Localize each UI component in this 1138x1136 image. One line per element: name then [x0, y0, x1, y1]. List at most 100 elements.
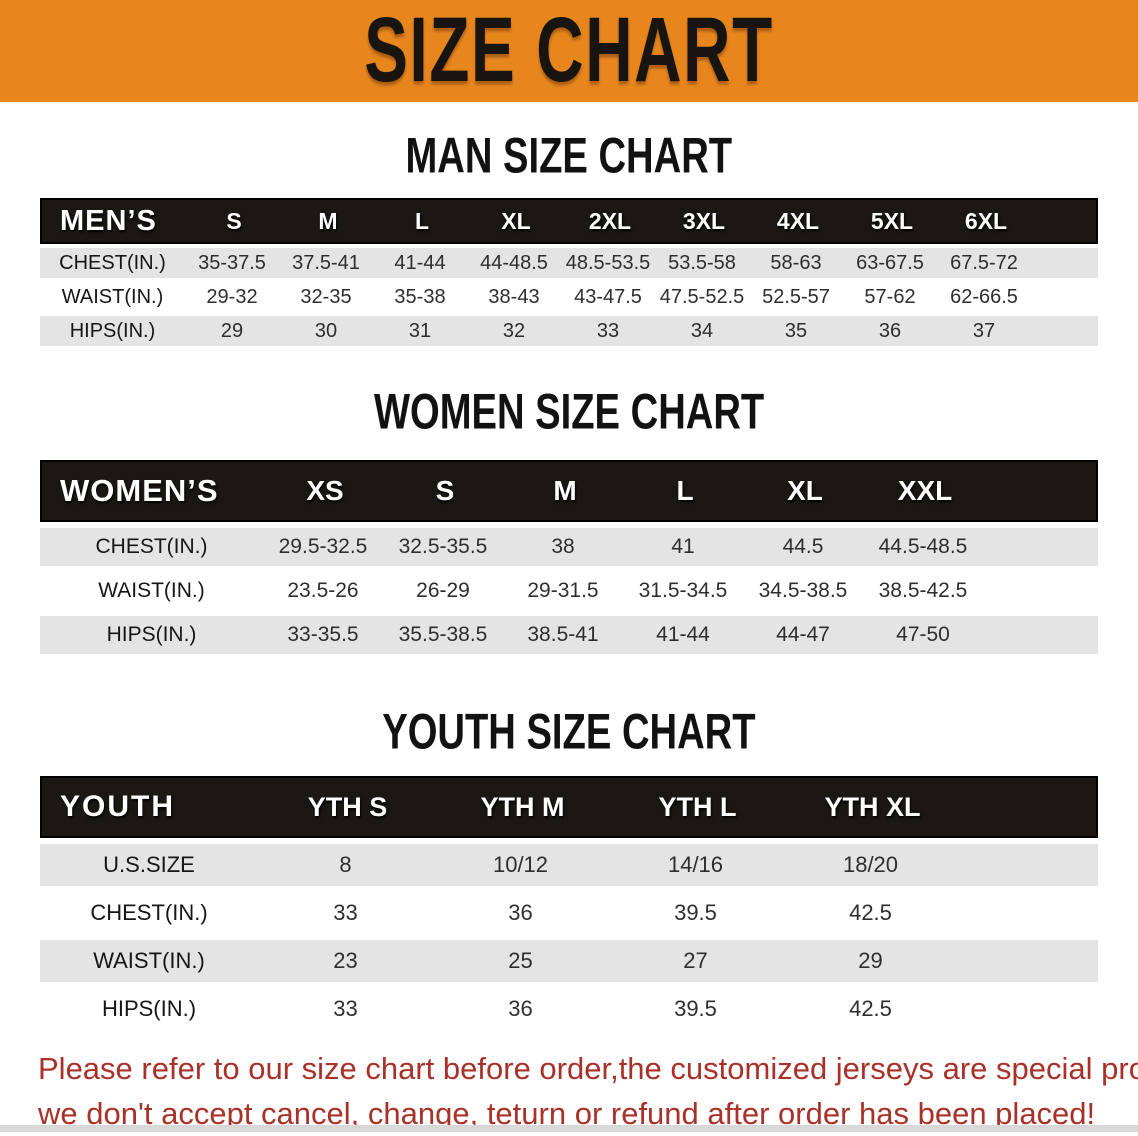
- row-label: CHEST(IN.): [59, 251, 166, 274]
- man-table-header-label: MEN’S: [60, 204, 157, 237]
- women-section-title-text: WOMEN SIZE CHART: [373, 382, 765, 440]
- youth-section-title: YOUTH SIZE CHART: [0, 702, 1138, 760]
- size-chart-banner: SIZE CHART: [0, 0, 1138, 102]
- bottom-divider: [0, 1125, 1138, 1132]
- size-value-cell: 25: [508, 948, 533, 973]
- size-value-cell: 63-67.5: [856, 251, 924, 274]
- size-value-cell: 32-35: [300, 285, 352, 308]
- women-table-row: WAIST(IN.) 23.5-26 26-29 29-31.5 31.5-34.5 34…: [40, 572, 1098, 610]
- size-value-cell: 33: [333, 900, 358, 925]
- size-value-cell: 30: [314, 319, 338, 342]
- size-column-header: YTH XL: [824, 791, 921, 822]
- size-value-cell: 29: [220, 319, 244, 342]
- size-value-cell: 42.5: [849, 900, 892, 925]
- youth-table-header-row: YOUTH YTH S YTH M YTH L YTH XL: [40, 776, 1098, 838]
- size-value-cell: 31: [408, 319, 432, 342]
- youth-size-table: YOUTH YTH S YTH M YTH L YTH XL U.S.SIZE 8 10/12…: [40, 776, 1098, 1030]
- size-value-cell: 36: [508, 996, 533, 1021]
- row-label: U.S.SIZE: [103, 852, 195, 877]
- size-value-cell: 29-31.5: [527, 579, 599, 602]
- size-value-cell: 35.5-38.5: [398, 623, 488, 646]
- size-column-header: YTH L: [658, 791, 737, 822]
- size-value-cell: 10/12: [492, 852, 549, 877]
- man-size-section: MAN SIZE CHART MEN’S S M L XL 2XL 3XL 4XL 5XL 6XL…: [0, 126, 1138, 346]
- man-section-title-text: MAN SIZE CHART: [405, 126, 733, 184]
- size-value-cell: 29.5-32.5: [278, 535, 368, 558]
- size-value-cell: 26-29: [416, 579, 470, 602]
- man-size-table: MEN’S S M L XL 2XL 3XL 4XL 5XL 6XL CHEST(IN.) 35-37…: [40, 198, 1098, 346]
- size-value-cell: 47-50: [896, 623, 950, 646]
- size-value-cell: 18/20: [842, 852, 899, 877]
- youth-size-section: YOUTH SIZE CHART YOUTH YTH S YTH M YTH L YTH…: [0, 702, 1138, 1030]
- women-table-header-row: WOMEN’S XS S M L XL XXL: [40, 460, 1098, 522]
- size-value-cell: 33: [596, 319, 620, 342]
- size-value-cell: 52.5-57: [762, 285, 830, 308]
- size-column-header: S: [226, 207, 242, 234]
- man-table-row: WAIST(IN.) 29-32 32-35 35-38 38-43 43-47.5 47.…: [40, 282, 1098, 312]
- row-label: HIPS(IN.): [69, 319, 156, 342]
- size-column-header: XL: [501, 207, 531, 234]
- row-label: HIPS(IN.): [101, 996, 197, 1021]
- size-column-header: M: [318, 207, 338, 234]
- size-value-cell: 35-37.5: [198, 251, 266, 274]
- size-value-cell: 41-44: [656, 623, 710, 646]
- size-column-header: XS: [306, 475, 344, 506]
- size-value-cell: 41: [671, 535, 695, 558]
- row-label: WAIST(IN.): [93, 948, 205, 973]
- size-value-cell: 34.5-38.5: [758, 579, 848, 602]
- youth-table-row: HIPS(IN.) 33 36 39.5 42.5: [40, 988, 1098, 1030]
- size-value-cell: 35-38: [394, 285, 446, 308]
- size-column-header: S: [435, 475, 455, 506]
- size-value-cell: 36: [878, 319, 902, 342]
- size-column-header: L: [676, 475, 694, 506]
- size-column-header: 3XL: [682, 207, 726, 234]
- size-value-cell: 58-63: [770, 251, 822, 274]
- size-column-header: YTH S: [307, 791, 388, 822]
- size-value-cell: 36: [508, 900, 533, 925]
- women-section-title: WOMEN SIZE CHART: [0, 382, 1138, 440]
- size-value-cell: 48.5-53.5: [565, 251, 651, 274]
- size-value-cell: 57-62: [864, 285, 916, 308]
- row-label: HIPS(IN.): [106, 623, 197, 646]
- size-column-header: YTH M: [480, 791, 565, 822]
- size-value-cell: 39.5: [674, 996, 717, 1021]
- size-column-header: M: [553, 475, 577, 506]
- size-value-cell: 39.5: [674, 900, 717, 925]
- size-value-cell: 35: [784, 319, 808, 342]
- women-table-header-label: WOMEN’S: [60, 473, 219, 508]
- size-value-cell: 29: [858, 948, 883, 973]
- size-value-cell: 27: [683, 948, 708, 973]
- size-value-cell: 23.5-26: [287, 579, 359, 602]
- youth-section-title-text: YOUTH SIZE CHART: [382, 702, 756, 760]
- disclaimer-line-1: Please refer to our size chart before or…: [38, 1051, 1138, 1086]
- size-value-cell: 8: [339, 852, 352, 877]
- women-size-table: WOMEN’S XS S M L XL XXL CHEST(IN.) 29.5-32.5 32.5…: [40, 460, 1098, 654]
- man-table-header-row: MEN’S S M L XL 2XL 3XL 4XL 5XL 6XL: [40, 198, 1098, 244]
- size-value-cell: 31.5-34.5: [638, 579, 728, 602]
- youth-table-row: U.S.SIZE 8 10/12 14/16 18/20: [40, 844, 1098, 886]
- size-value-cell: 53.5-58: [668, 251, 736, 274]
- size-value-cell: 42.5: [849, 996, 892, 1021]
- size-value-cell: 47.5-52.5: [659, 285, 745, 308]
- banner-title: SIZE CHART: [364, 0, 774, 102]
- size-value-cell: 32: [502, 319, 526, 342]
- size-column-header: XL: [787, 475, 823, 506]
- youth-table-header-label: YOUTH: [60, 790, 175, 823]
- size-column-header: 2XL: [588, 207, 632, 234]
- size-value-cell: 38.5-42.5: [878, 579, 968, 602]
- size-value-cell: 37.5-41: [292, 251, 360, 274]
- size-value-cell: 62-66.5: [950, 285, 1018, 308]
- women-table-row: HIPS(IN.) 33-35.5 35.5-38.5 38.5-41 41-44 44-…: [40, 616, 1098, 654]
- size-column-header: XXL: [897, 475, 953, 506]
- disclaimer: Please refer to our size chart before or…: [0, 1046, 1138, 1136]
- row-label: WAIST(IN.): [98, 579, 205, 602]
- size-value-cell: 37: [972, 319, 996, 342]
- size-value-cell: 44.5: [782, 535, 824, 558]
- size-value-cell: 41-44: [394, 251, 446, 274]
- size-value-cell: 44.5-48.5: [878, 535, 968, 558]
- youth-table-row: CHEST(IN.) 33 36 39.5 42.5: [40, 892, 1098, 934]
- size-value-cell: 44-48.5: [480, 251, 548, 274]
- size-column-header: 5XL: [870, 207, 914, 234]
- size-value-cell: 23: [333, 948, 358, 973]
- size-column-header: L: [414, 207, 430, 234]
